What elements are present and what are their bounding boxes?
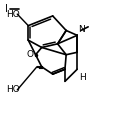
Text: H: H (80, 73, 86, 82)
Text: HO: HO (6, 10, 20, 19)
Text: HO: HO (6, 85, 20, 94)
Text: N: N (78, 25, 85, 34)
Text: O: O (26, 50, 33, 59)
Text: I: I (5, 4, 8, 14)
